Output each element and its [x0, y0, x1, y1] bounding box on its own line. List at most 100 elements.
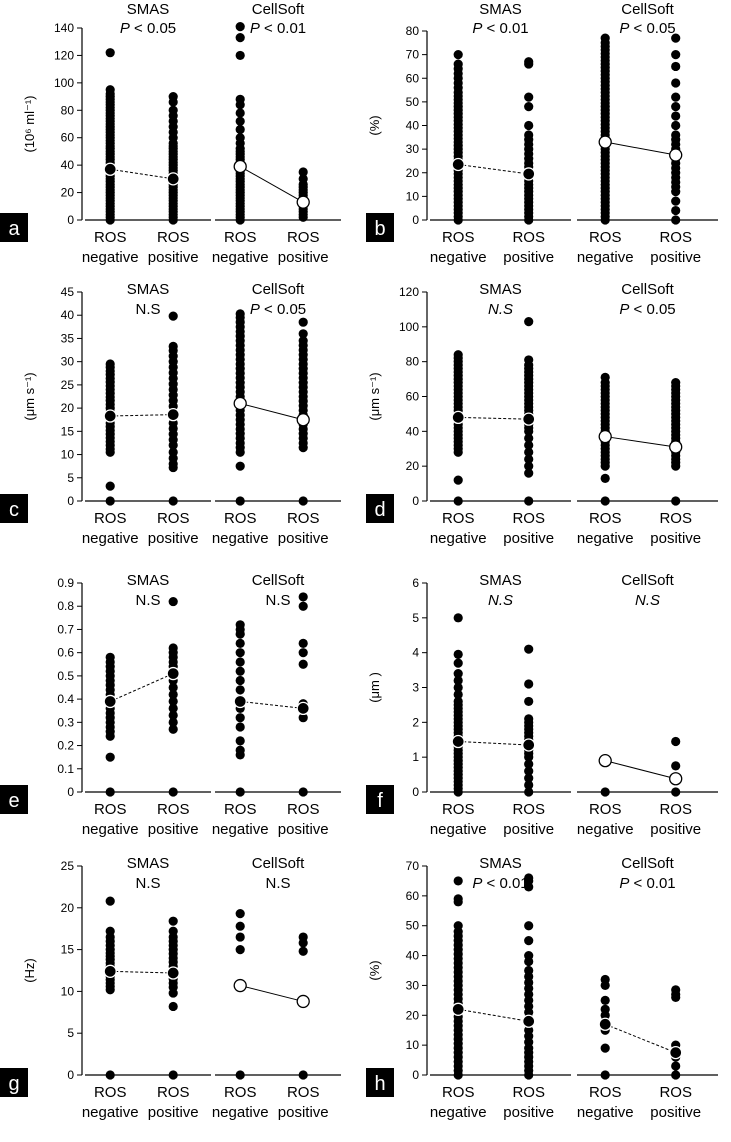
panel-letter: a	[8, 218, 20, 240]
p-threshold: < 0.01	[629, 875, 675, 892]
mean-line	[239, 166, 304, 203]
y-tick-label: 60	[406, 889, 420, 903]
data-point	[524, 787, 534, 797]
panel-letter-box	[366, 213, 394, 242]
data-point	[235, 657, 245, 667]
data-point	[168, 91, 178, 102]
data-point	[235, 713, 245, 723]
data-point	[453, 59, 463, 69]
mean-marker	[669, 1045, 683, 1060]
data-point	[235, 666, 245, 676]
y-axis-label: (10⁶ ml⁻¹)	[22, 96, 37, 153]
subplot-smas: SMAS N.S ROS negative ROS positive	[82, 855, 211, 1121]
mean-marker	[166, 966, 180, 980]
y-tick-label: 10	[406, 189, 420, 203]
data-point	[235, 1070, 245, 1080]
data-point	[524, 102, 534, 112]
p-symbol: P	[250, 301, 260, 318]
y-tick-label: 15	[61, 943, 75, 957]
x-label-line1: ROS	[157, 229, 190, 246]
subplot-smas: SMAS N.S ROS negative ROS positive	[82, 572, 211, 838]
data-point	[298, 174, 308, 184]
y-tick-label: 25	[61, 378, 75, 392]
subplot-title: SMAS	[127, 1, 170, 18]
mean-line	[110, 414, 174, 417]
data-point	[235, 932, 245, 942]
panel-letter: h	[374, 1073, 385, 1095]
p-value: N.S	[635, 592, 660, 609]
data-point	[524, 120, 534, 131]
data-point	[105, 359, 115, 369]
data-point	[671, 120, 681, 131]
data-point	[235, 648, 245, 658]
mean-marker	[451, 410, 465, 425]
data-point	[524, 714, 534, 724]
data-point	[168, 696, 178, 707]
y-tick-label: 20	[61, 186, 75, 200]
mean-marker	[522, 167, 536, 181]
mean-marker	[669, 772, 683, 786]
data-point	[168, 496, 178, 506]
y-tick-label: 30	[61, 355, 75, 369]
data-point	[235, 909, 245, 919]
data-point	[671, 215, 681, 225]
mean-marker	[233, 159, 247, 174]
mean-line	[109, 673, 174, 702]
data-point	[671, 130, 681, 140]
p-value: P < 0.01	[472, 20, 528, 37]
y-tick-label: 4	[412, 646, 419, 660]
y-tick-label: 0	[412, 785, 419, 799]
data-point	[524, 766, 534, 776]
data-point	[524, 461, 534, 471]
p-threshold: < 0.05	[130, 20, 176, 37]
y-tick-label: 0.1	[57, 762, 74, 776]
data-point	[235, 496, 245, 506]
subplot-cellsoft: CellSoft P < 0.01 ROS negative ROS positive	[577, 855, 718, 1121]
y-tick-label: 120	[399, 285, 419, 299]
data-point	[453, 613, 463, 623]
y-axis-label: (%)	[367, 115, 382, 135]
data-point	[168, 1001, 178, 1012]
data-point	[235, 33, 245, 43]
x-label-line2: negative	[82, 1104, 139, 1121]
mean-marker	[598, 1017, 612, 1031]
data-point	[453, 350, 463, 360]
data-point	[671, 761, 681, 771]
data-point	[671, 1061, 681, 1071]
mean-line	[605, 436, 676, 448]
data-point	[168, 717, 178, 727]
y-tick-label: 35	[61, 331, 75, 345]
x-label-line2: positive	[278, 1104, 329, 1121]
subplot-smas: SMAS N.S ROS negative ROS positive	[430, 281, 571, 547]
subplot-cellsoft: CellSoft N.S ROS negative ROS positive	[212, 572, 341, 838]
p-value: N.S	[265, 875, 290, 892]
data-point	[235, 124, 245, 135]
data-point	[235, 638, 245, 648]
x-label-line1: ROS	[224, 510, 257, 527]
mean-marker	[103, 162, 117, 176]
data-point	[298, 648, 308, 658]
y-tick-label: 60	[406, 71, 420, 85]
data-point	[671, 111, 681, 121]
p-value: N.S	[135, 875, 160, 892]
panel-letter-box	[366, 494, 394, 523]
data-point	[671, 61, 681, 72]
data-point	[453, 496, 463, 506]
y-tick-label: 1	[412, 750, 419, 764]
p-threshold: < 0.01	[482, 875, 528, 892]
y-tick-label: 30	[406, 978, 420, 992]
mean-marker	[451, 734, 465, 749]
subplot-title: CellSoft	[252, 1, 305, 18]
x-label-line2: positive	[503, 530, 554, 547]
data-point	[235, 736, 245, 746]
mean-line	[458, 416, 529, 420]
data-point	[298, 932, 308, 942]
y-tick-label: 10	[406, 1038, 420, 1052]
data-point	[600, 496, 610, 506]
data-point	[453, 668, 463, 679]
mean-line	[240, 402, 304, 421]
y-tick-label: 100	[399, 320, 419, 334]
data-point	[600, 974, 610, 985]
y-tick-label: 0.7	[57, 622, 74, 636]
p-value: P < 0.05	[250, 301, 306, 318]
